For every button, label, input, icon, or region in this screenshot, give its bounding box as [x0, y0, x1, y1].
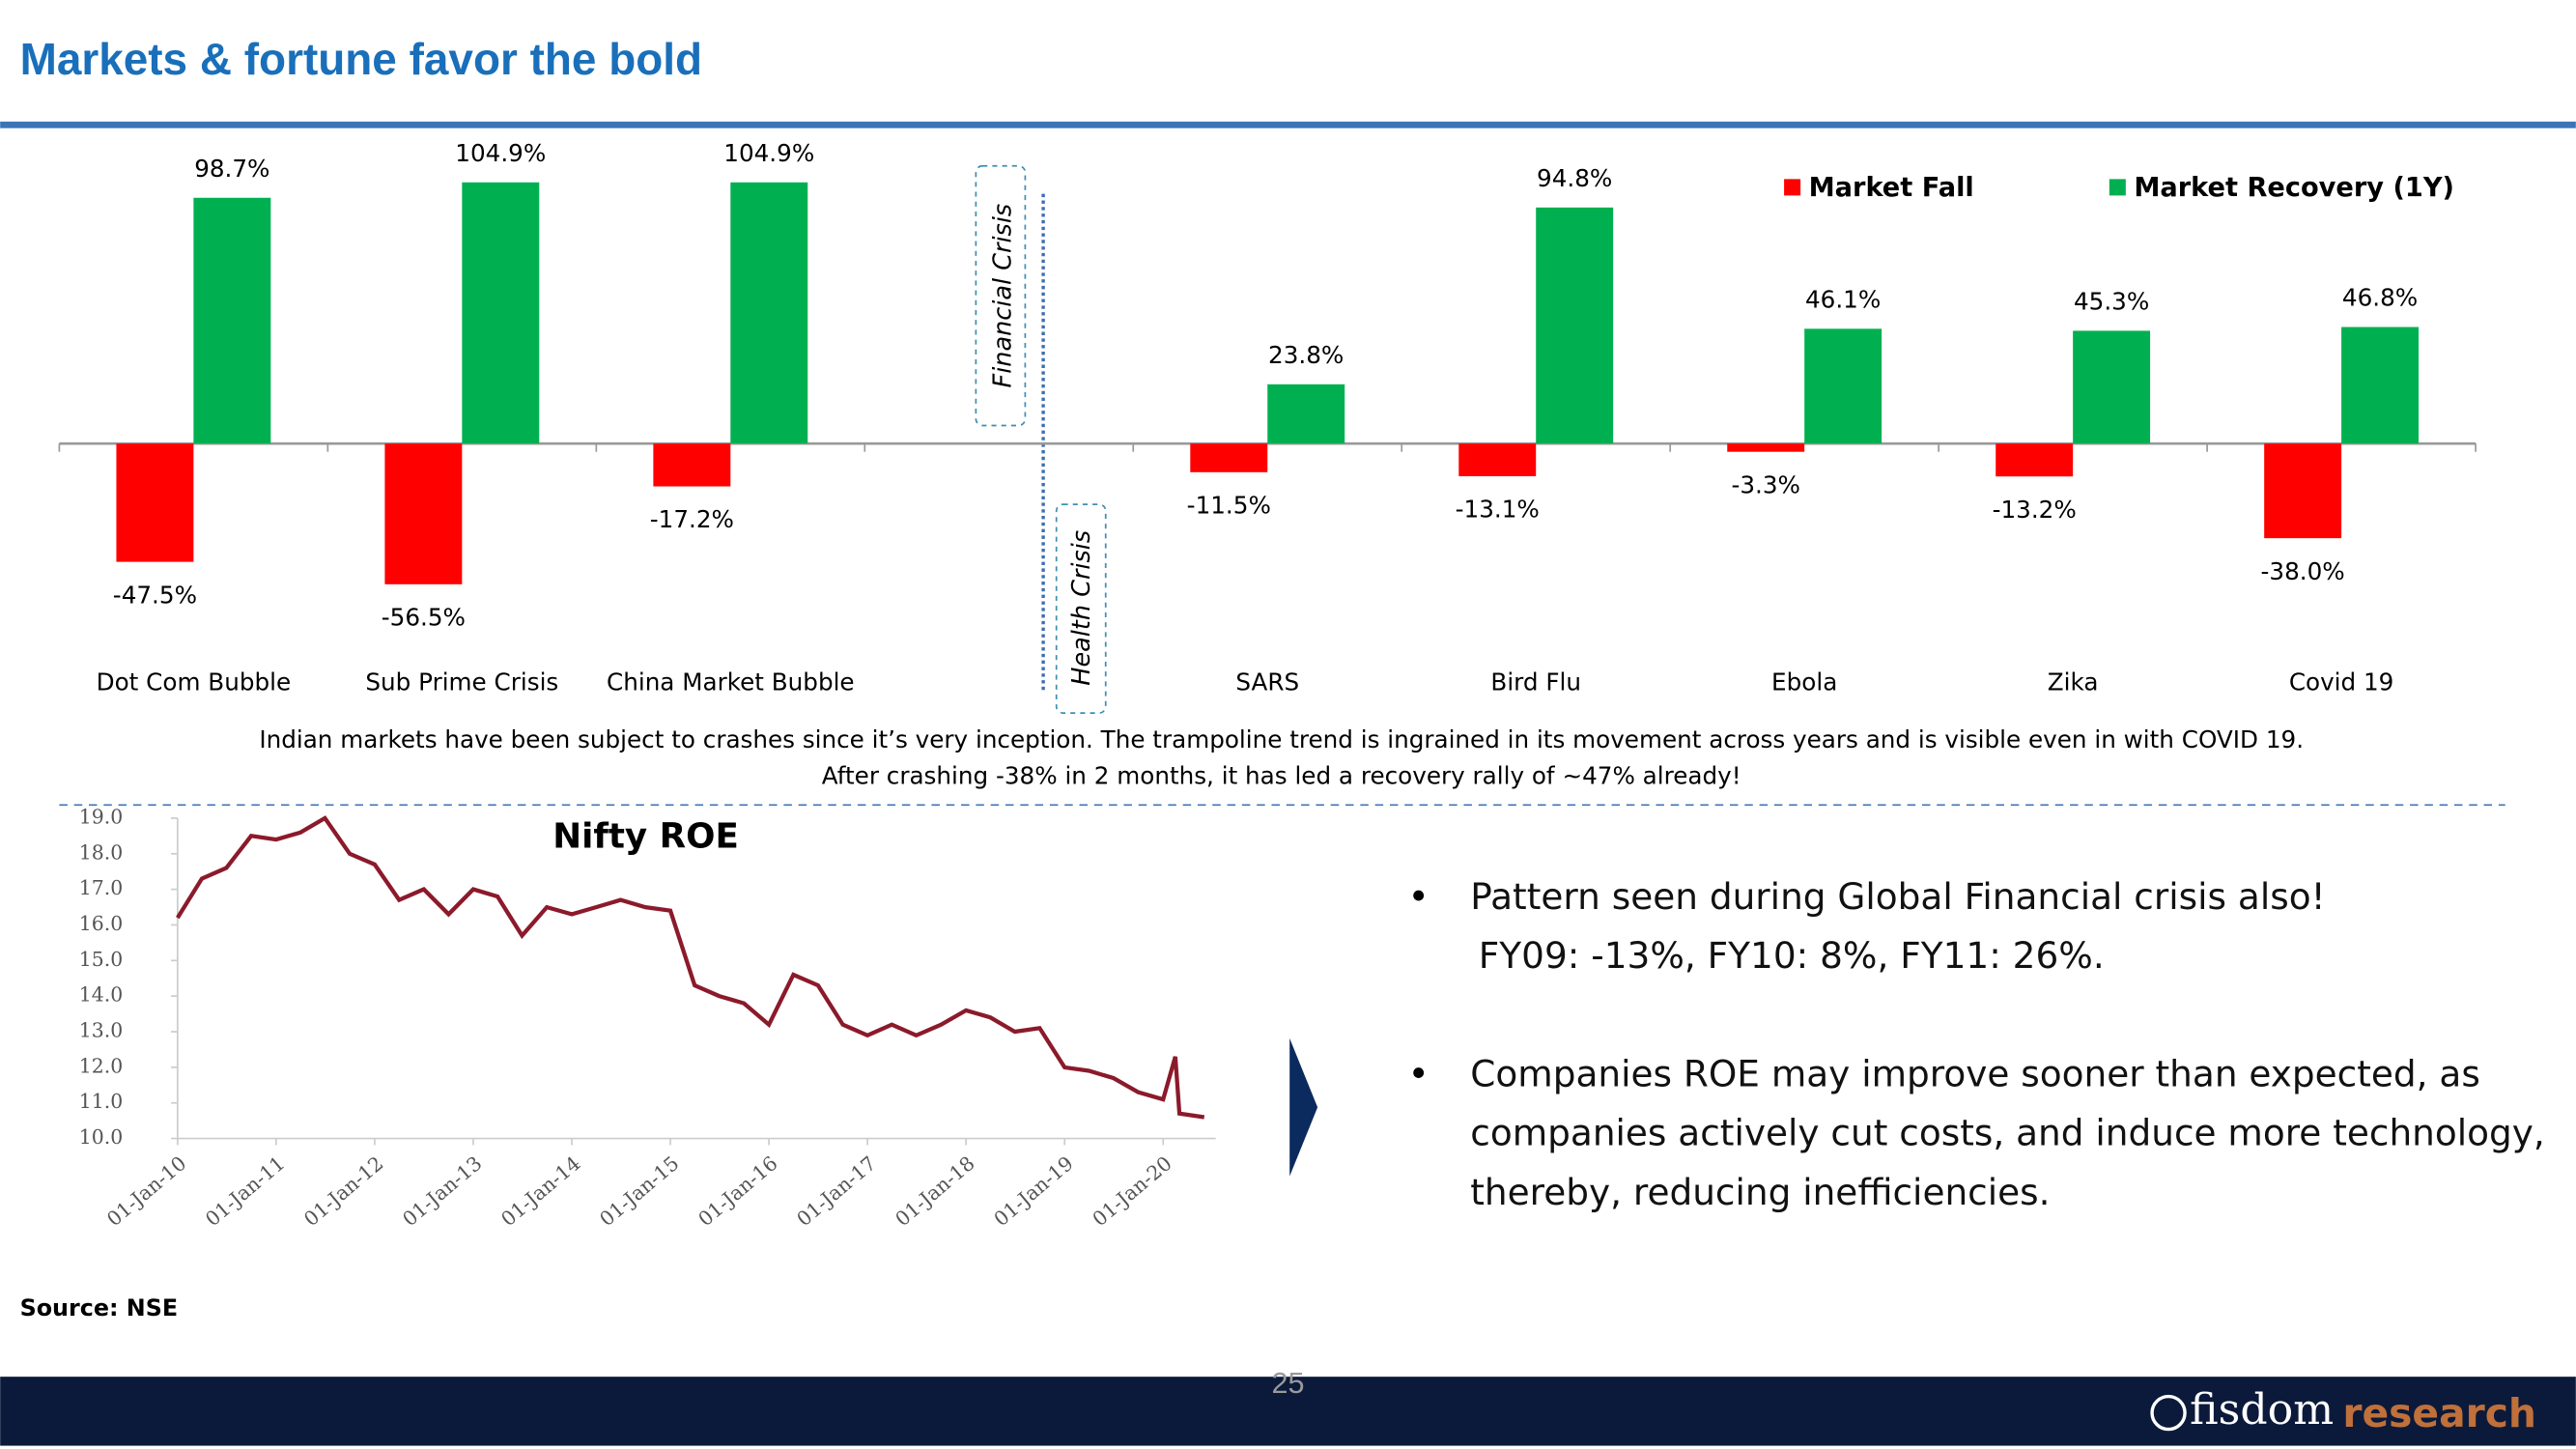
caption: After crashing -38% in 2 months, it has … [822, 761, 1741, 789]
legend-label: Market Recovery (1Y) [2134, 173, 2454, 203]
x-tick-label: Ebola [1771, 668, 1837, 696]
bar [1536, 207, 1614, 444]
bar [462, 182, 540, 444]
legend-swatch [1784, 179, 1801, 196]
y-tick-label: 18.0 [79, 840, 123, 864]
x-tick-label: 01-Jan-20 [1088, 1151, 1175, 1231]
bar [2264, 443, 2342, 539]
value-label: 98.7% [194, 155, 269, 183]
chart-title: Nifty ROE [552, 816, 739, 856]
x-tick-label: 01-Jan-12 [299, 1151, 387, 1231]
x-tick-label: Dot Com Bubble [97, 668, 291, 696]
bar [2341, 327, 2420, 444]
value-label: -17.2% [650, 505, 734, 533]
bar [1267, 384, 1345, 444]
caption: Indian markets have been subject to cras… [259, 725, 2304, 753]
footer [0, 1377, 2576, 1446]
value-label: -56.5% [382, 604, 466, 632]
y-tick-label: 10.0 [79, 1125, 123, 1149]
value-label: 94.8% [1537, 164, 1612, 192]
bullet-text: companies actively cut costs, and induce… [1470, 1112, 2545, 1154]
x-tick-label: 01-Jan-17 [792, 1151, 880, 1231]
bullet-text: FY09: -13%, FY10: 8%, FY11: 26%. [1479, 934, 2105, 977]
annotation: Financial Crisis [988, 204, 1017, 388]
bullet-dot: • [1408, 1052, 1430, 1094]
bar [1804, 328, 1882, 444]
value-label: 46.1% [1805, 285, 1881, 313]
slide-title: Markets & fortune favor the bold [20, 34, 703, 84]
x-tick-label: Sub Prime Crisis [365, 668, 558, 696]
x-tick-label: China Market Bubble [607, 668, 855, 696]
value-label: -13.2% [1993, 496, 2077, 524]
x-tick-label: Bird Flu [1490, 668, 1581, 696]
legend-label: Market Fall [1809, 173, 1974, 203]
x-tick-label: SARS [1235, 668, 1299, 696]
y-tick-label: 14.0 [79, 983, 123, 1007]
x-tick-label: 01-Jan-16 [694, 1151, 781, 1231]
bar [1190, 443, 1268, 472]
title-rule [0, 121, 2576, 128]
line [176, 815, 1205, 1120]
bullet-text: Pattern seen during Global Financial cri… [1470, 875, 2325, 918]
x-tick-label: 01-Jan-10 [102, 1151, 190, 1231]
x-tick-label: 01-Jan-15 [595, 1151, 683, 1231]
y-tick-label: 11.0 [79, 1090, 123, 1113]
bullet-text: Companies ROE may improve sooner than ex… [1470, 1052, 2480, 1094]
logo-icon [2150, 1394, 2187, 1432]
value-label: -13.1% [1456, 496, 1540, 524]
bar [384, 443, 463, 584]
value-label: -38.0% [2261, 557, 2345, 585]
y-tick-label: 12.0 [79, 1054, 123, 1077]
arrow [1289, 1037, 1318, 1177]
bar [1727, 443, 1805, 452]
value-label: -3.3% [1731, 470, 1799, 498]
x-tick-label: 01-Jan-13 [398, 1151, 486, 1231]
logo-name: fisdom [2190, 1385, 2334, 1435]
y-tick-label: 17.0 [79, 876, 123, 899]
annotation-box [1055, 503, 1107, 714]
bullet-text: thereby, reducing inefficiencies. [1470, 1171, 2050, 1213]
x-tick-label: 01-Jan-18 [891, 1151, 978, 1231]
x-tick-label: 01-Jan-14 [496, 1151, 584, 1231]
y-tick-label: 13.0 [79, 1019, 123, 1042]
bar [193, 197, 271, 444]
value-label: 104.9% [723, 139, 814, 167]
bar [2073, 330, 2151, 444]
bar [730, 182, 808, 444]
y-tick-label: 19.0 [79, 805, 123, 828]
y-tick-label: 15.0 [79, 948, 123, 971]
value-label: 45.3% [2074, 287, 2149, 315]
bar [1458, 443, 1537, 476]
page-number: 25 [1271, 1367, 1304, 1400]
annotation-box [975, 164, 1027, 427]
bar [1996, 443, 2074, 477]
value-label: 23.8% [1268, 341, 1344, 369]
bullet-dot: • [1408, 875, 1430, 918]
x-tick-label: 01-Jan-11 [201, 1151, 289, 1231]
x-tick-label: Covid 19 [2289, 668, 2394, 696]
source: Source: NSE [20, 1294, 179, 1321]
value-label: 46.8% [2342, 284, 2418, 312]
x-tick-label: 01-Jan-19 [989, 1151, 1077, 1231]
value-label: -47.5% [113, 581, 197, 609]
y-tick-label: 16.0 [79, 912, 123, 935]
x-tick-label: Zika [2048, 668, 2099, 696]
annotation: Health Crisis [1067, 530, 1096, 686]
value-label: 104.9% [455, 139, 546, 167]
bar [653, 443, 731, 487]
logo-suffix: research [2342, 1390, 2536, 1436]
value-label: -11.5% [1187, 492, 1271, 520]
bar [116, 443, 194, 562]
legend-swatch [2109, 179, 2126, 196]
